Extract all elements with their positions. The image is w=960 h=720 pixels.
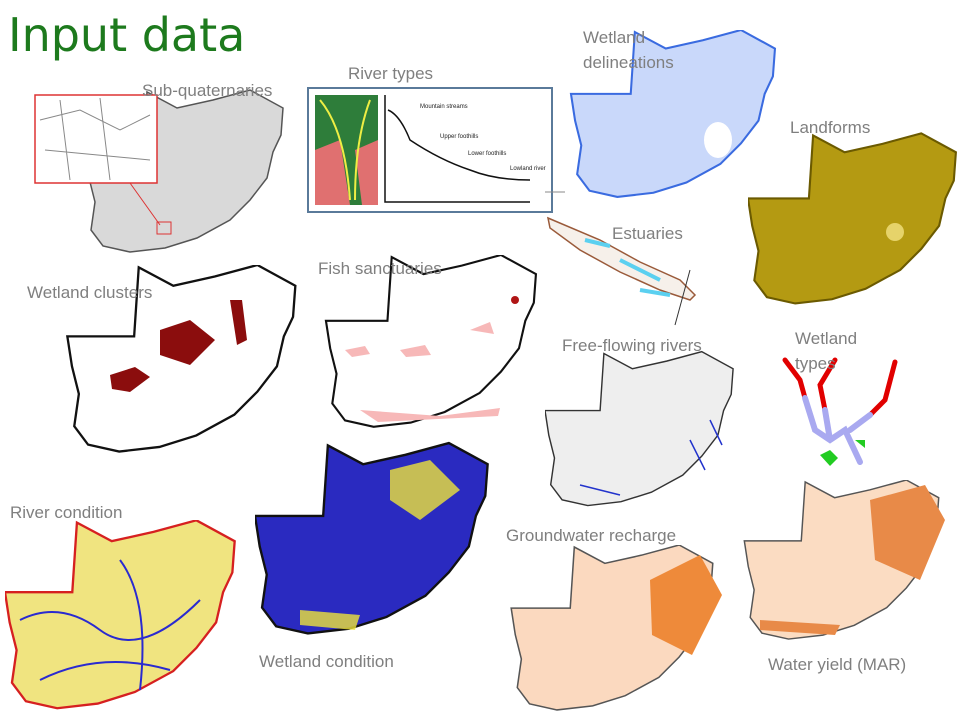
map-feature <box>886 223 904 241</box>
wetland-type-a <box>782 357 898 418</box>
label: Water yield (MAR) <box>768 655 907 674</box>
estuary-areas <box>584 238 671 297</box>
label: River condition <box>10 503 123 522</box>
map-gap <box>704 122 732 158</box>
label: Wetland condition <box>259 652 394 671</box>
wetland-type-b <box>802 395 873 465</box>
label: Wetland clusters <box>27 283 153 302</box>
map-free-flowing-rivers <box>545 350 734 507</box>
label: Wetland delineations <box>583 28 674 72</box>
wetland-type-c <box>820 440 865 466</box>
cluster-areas <box>110 300 247 392</box>
river-types-zones <box>315 140 378 205</box>
profile-label: Lowland river <box>510 166 546 172</box>
label: Fish sanctuaries <box>318 259 442 278</box>
wetland-condition-areas <box>300 460 460 630</box>
label: Wetland types <box>795 329 858 373</box>
map-wetland-condition <box>255 441 489 635</box>
profile-label: Lower foothills <box>468 151 506 157</box>
sanctuary-core <box>511 296 519 304</box>
inset-lines <box>39 97 151 181</box>
river-types-rivers <box>319 99 371 201</box>
estuary-line <box>674 269 691 326</box>
inset <box>34 94 158 184</box>
profile-curve <box>387 109 531 181</box>
profile-label: Mountain streams <box>420 104 468 110</box>
profile-axes <box>384 95 530 203</box>
map-landforms <box>748 132 957 305</box>
recharge-high <box>650 555 722 655</box>
title: Input data <box>8 8 246 62</box>
free-flowing-river-lines <box>579 419 723 496</box>
label: Free-flowing rivers <box>562 336 702 355</box>
label: Groundwater recharge <box>506 526 677 545</box>
label: Landforms <box>790 118 871 137</box>
river-condition-lines <box>19 559 201 691</box>
inset-pointer <box>129 182 161 226</box>
label: Sub-quaternaries <box>142 81 273 100</box>
label: River types <box>348 64 434 83</box>
yield-high <box>760 485 945 635</box>
inset-marker <box>156 221 172 235</box>
label: Estuaries <box>612 224 683 243</box>
sanctuary-areas <box>345 322 500 422</box>
map-river-condition <box>5 520 236 710</box>
profile-label: Upper foothills <box>440 134 478 140</box>
